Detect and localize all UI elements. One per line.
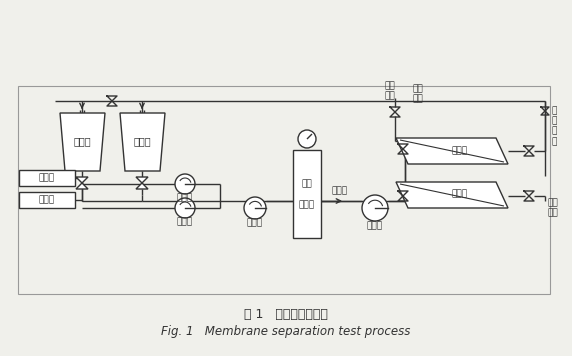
Polygon shape xyxy=(120,113,165,171)
Text: 进水口: 进水口 xyxy=(332,187,348,195)
Text: 保安: 保安 xyxy=(301,179,312,188)
Circle shape xyxy=(175,198,195,218)
Circle shape xyxy=(244,197,266,219)
Text: 增压泵: 增压泵 xyxy=(247,219,263,227)
Bar xyxy=(19,192,75,208)
Polygon shape xyxy=(396,182,508,208)
Text: 浓水
出口: 浓水 出口 xyxy=(384,81,395,101)
Text: 阻垢剂: 阻垢剂 xyxy=(39,195,55,204)
Bar xyxy=(19,170,75,186)
Bar xyxy=(18,86,550,294)
Circle shape xyxy=(362,195,388,221)
Polygon shape xyxy=(396,138,508,164)
Circle shape xyxy=(175,174,195,194)
Text: 浓水
出口: 浓水 出口 xyxy=(548,198,559,218)
Circle shape xyxy=(298,130,316,148)
Bar xyxy=(293,150,321,238)
Text: 还原剂: 还原剂 xyxy=(39,173,55,183)
Text: 过滤器: 过滤器 xyxy=(299,200,315,209)
Polygon shape xyxy=(76,177,88,183)
Text: 产水箱: 产水箱 xyxy=(133,136,151,146)
Text: 加药泵: 加药泵 xyxy=(177,194,193,203)
Text: 高压泵: 高压泵 xyxy=(367,221,383,230)
Text: 膜组件: 膜组件 xyxy=(452,147,468,156)
Text: 膜组件: 膜组件 xyxy=(452,189,468,199)
Text: 原水箱: 原水箱 xyxy=(73,136,91,146)
Text: 产
水
出
口: 产 水 出 口 xyxy=(551,106,557,146)
Text: 图 1   膜分离试验流程: 图 1 膜分离试验流程 xyxy=(244,308,328,320)
Polygon shape xyxy=(136,177,148,183)
Text: Fig. 1   Membrane separation test process: Fig. 1 Membrane separation test process xyxy=(161,325,411,339)
Polygon shape xyxy=(76,183,88,189)
Text: 浓水
出口: 浓水 出口 xyxy=(412,84,423,104)
Polygon shape xyxy=(136,183,148,189)
Text: 加药泵: 加药泵 xyxy=(177,218,193,226)
Polygon shape xyxy=(60,113,105,171)
